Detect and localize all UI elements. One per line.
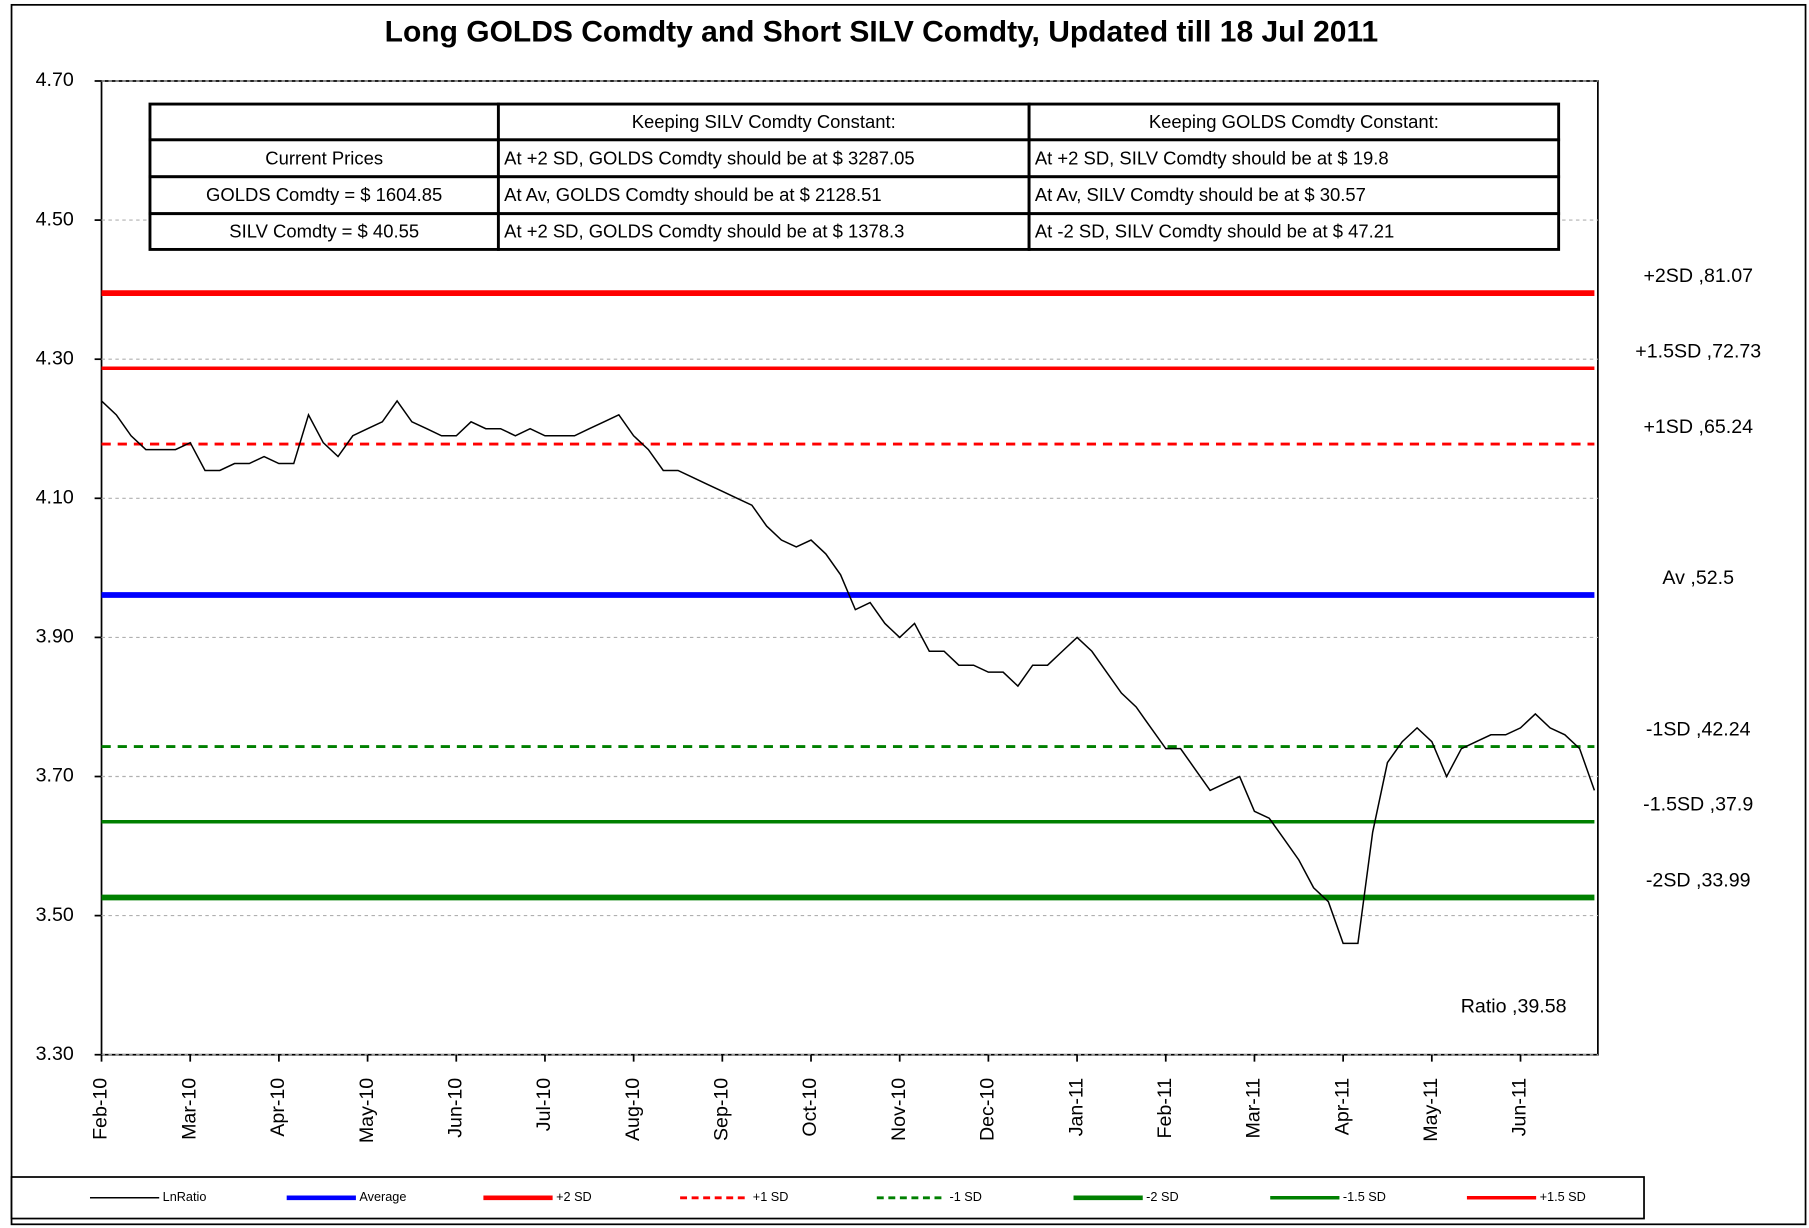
table-cell xyxy=(496,212,1031,251)
table-cell xyxy=(1027,212,1561,251)
table-cell xyxy=(148,102,500,142)
x-tick-label: Oct-10 xyxy=(799,1078,821,1137)
table-cell xyxy=(496,102,1031,142)
x-tick-label: Feb-10 xyxy=(90,1078,112,1140)
y-tick-label: 4.70 xyxy=(36,69,74,91)
x-tick-label: Nov-10 xyxy=(888,1078,910,1141)
table-text: At Av, SILV Comdty should be at $ 30.57 xyxy=(1035,184,1366,205)
y-tick-label: 4.50 xyxy=(36,208,74,230)
x-tick-label: Apr-11 xyxy=(1331,1078,1353,1135)
x-tick-label: Aug-10 xyxy=(622,1078,644,1141)
table-cell xyxy=(496,138,1031,179)
table-text: At +2 SD, GOLDS Comdty should be at $ 13… xyxy=(504,221,904,242)
table-text: At -2 SD, SILV Comdty should be at $ 47.… xyxy=(1035,221,1394,242)
x-tick-label: Apr-10 xyxy=(267,1078,289,1137)
legend-label: +1 SD xyxy=(753,1190,789,1204)
table-text: At +2 SD, GOLDS Comdty should be at $ 32… xyxy=(504,147,914,168)
x-tick-label: Sep-10 xyxy=(711,1078,733,1141)
x-tick-label: Jan-11 xyxy=(1065,1078,1087,1137)
x-tick-label: Jun-10 xyxy=(444,1078,466,1138)
table-cell xyxy=(496,175,1031,216)
table-cell xyxy=(148,138,500,179)
x-tick-label: Jun-11 xyxy=(1509,1078,1531,1137)
y-tick-label: 3.70 xyxy=(36,765,74,787)
level-label: +1.5SD ,72.73 xyxy=(1635,340,1761,362)
table-text: At Av, GOLDS Comdty should be at $ 2128.… xyxy=(504,184,882,205)
level-label: -1.5SD ,37.9 xyxy=(1643,794,1753,816)
y-tick-label: 4.10 xyxy=(36,486,74,508)
x-tick-label: Feb-11 xyxy=(1154,1078,1176,1139)
table-text: SILV Comdty = $ 40.55 xyxy=(229,221,419,242)
x-tick-label: Jul-10 xyxy=(533,1078,555,1132)
x-tick-label: Mar-10 xyxy=(178,1078,200,1140)
table-cell xyxy=(148,175,500,216)
level-label: -2SD ,33.99 xyxy=(1646,870,1751,892)
legend-label: LnRatio xyxy=(163,1190,207,1204)
table-header: Keeping GOLDS Comdty Constant: xyxy=(1149,111,1439,132)
legend-label: -1.5 SD xyxy=(1343,1190,1386,1204)
table-text: At +2 SD, SILV Comdty should be at $ 19.… xyxy=(1035,147,1389,168)
table-cell xyxy=(1027,175,1561,216)
level-label: -1SD ,42.24 xyxy=(1646,719,1751,741)
annotation: Ratio ,39.58 xyxy=(1461,996,1567,1018)
y-tick-label: 3.30 xyxy=(36,1043,74,1065)
level-label: +2SD ,81.07 xyxy=(1643,265,1753,287)
frame xyxy=(10,3,1807,1226)
legend-box xyxy=(10,1176,1645,1220)
x-tick-label: Mar-11 xyxy=(1243,1078,1265,1139)
info-table: Keeping SILV Comdty Constant: Keeping GOL… xyxy=(148,102,1561,251)
table-text: Current Prices xyxy=(265,147,383,168)
table-text: GOLDS Comdty = $ 1604.85 xyxy=(206,184,442,205)
chart-title: Long GOLDS Comdty and Short SILV Comdty,… xyxy=(385,16,1378,49)
legend-label: -1 SD xyxy=(949,1190,981,1204)
table-header: Keeping SILV Comdty Constant: xyxy=(632,111,896,132)
legend-label: -2 SD xyxy=(1146,1190,1178,1204)
x-tick-label: Dec-10 xyxy=(977,1078,999,1141)
level-label: Av ,52.5 xyxy=(1662,567,1734,589)
x-tick-label: May-10 xyxy=(356,1078,378,1143)
legend-label: Average xyxy=(359,1190,406,1204)
y-tick-label: 4.30 xyxy=(36,347,74,369)
level-label: +1SD ,65.24 xyxy=(1643,416,1753,438)
table-cell xyxy=(1027,138,1561,179)
y-tick-label: 3.90 xyxy=(36,626,74,648)
legend-label: +1.5 SD xyxy=(1540,1190,1586,1204)
y-tick-label: 3.50 xyxy=(36,904,74,926)
data-line xyxy=(101,399,1596,945)
x-tick-label: May-11 xyxy=(1420,1078,1442,1142)
legend-label: +2 SD xyxy=(556,1190,592,1204)
